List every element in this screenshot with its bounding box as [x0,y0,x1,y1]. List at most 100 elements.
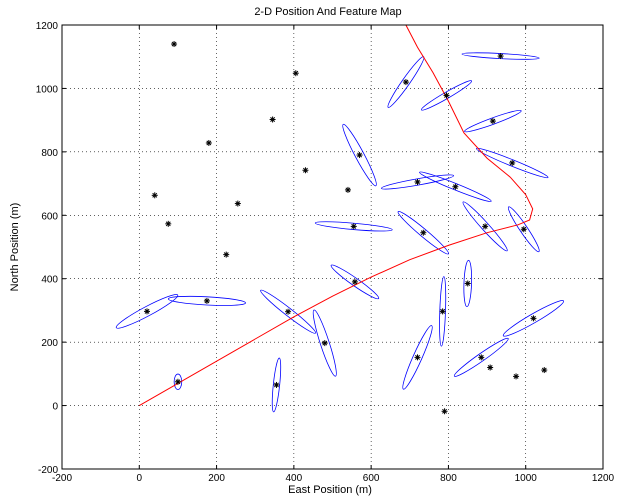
uncertainty-ellipse [397,211,449,255]
grid [62,25,603,469]
feature-marker [482,223,489,230]
y-tick-label: 400 [41,275,58,286]
uncertainty-ellipse [402,325,433,390]
feature-marker-stroke [223,252,229,258]
y-axis-label: North Position (m) [9,203,21,292]
uncertainty-ellipse [260,289,316,334]
x-tick-label: 600 [363,473,380,484]
uncertainty-ellipse [419,171,492,202]
uncertainty-ellipse [420,80,473,111]
feature-marker-stroke [415,179,420,185]
feature-marker-stroke [152,192,158,198]
feature-marker [402,79,409,86]
feature-marker-stroke [465,281,471,286]
feature-marker-stroke [204,298,210,304]
feature-marker-stroke [490,118,496,124]
feature-marker-stroke [403,79,409,85]
uncertainty-ellipse [314,221,393,232]
y-tick-label: 600 [41,211,58,222]
uncertainty-ellipse [463,259,473,308]
feature-marker-stroke [165,221,171,227]
feature-marker-stroke [521,226,527,232]
uncertainty-ellipse [330,264,380,300]
x-tick-label: -200 [52,473,72,484]
feature-marker [487,364,494,371]
feature-marker [464,280,471,287]
feature-marker [269,116,276,123]
feature-marker-stroke [357,152,363,158]
uncertainty-ellipse [502,300,565,337]
feature-marker [414,178,421,185]
feature-marker-stroke [440,308,446,314]
feature-marker-stroke [442,408,448,414]
uncertainty-ellipse [115,294,179,329]
uncertainty-ellipse [342,123,377,187]
x-tick-label: 1000 [515,473,538,484]
ticks: -200 0 200 400 600 800 1000 1200 -200 0 200 400 600 8… [36,21,615,484]
feature-marker-stroke [175,379,181,385]
feature-marker [351,278,358,285]
feature-marker [509,159,516,166]
feature-marker [441,408,448,415]
feature-marker-stroke [351,223,357,229]
feature-marker-stroke [509,160,515,166]
feature-marker-stroke [444,92,449,98]
feature-marker-stroke [420,230,426,236]
feature-marker [452,183,459,190]
feature-marker-stroke [487,365,493,370]
uncertainty-ellipse [464,109,522,133]
uncertainty-ellipse [380,174,455,190]
axes-frame [61,24,604,470]
feature-marker [171,41,178,48]
uncertainty-ellipse [462,201,508,252]
feature-marker [489,118,496,125]
uncertainty-ellipse [271,357,282,413]
feature-marker [292,70,299,77]
x-tick-label: 800 [440,473,457,484]
feature-marker [443,92,450,99]
feature-marker-stroke [513,373,519,379]
vehicle-trajectory [139,24,534,407]
uncertainty-ellipse [173,373,183,390]
feature-marker-stroke [415,354,420,360]
feature-marker [223,251,230,258]
y-tick-label: -200 [38,465,58,476]
feature-marker [174,378,181,385]
uncertainty-ellipse [475,147,549,179]
feature-marker-stroke [541,367,547,373]
feature-marker-stroke [452,184,458,190]
feature-marker-stroke [144,308,150,314]
y-tick-label: 800 [41,148,58,159]
feature-marker [205,139,212,146]
feature-marker [234,200,241,207]
feature-marker [344,186,351,193]
y-tick-label: 1000 [36,84,59,95]
uncertainty-ellipse [167,295,246,306]
feature-marker-stroke [322,340,328,346]
feature-marker [414,354,421,361]
x-tick-label: 400 [286,473,303,484]
feature-marker [273,381,280,388]
feature-marker [151,192,158,199]
feature-marker [420,229,427,236]
uncertainty-ellipse [507,206,540,253]
feature-marker-stroke [530,315,536,321]
chart-title: 2-D Position And Feature Map [254,6,401,18]
feature-marker-stroke [352,279,358,285]
x-tick-label: 1200 [592,473,615,484]
feature-marker-stroke [206,140,212,146]
feature-marker [520,226,527,233]
feature-marker-stroke [293,70,299,76]
feature-marker-stroke [274,382,279,388]
feature-marker [497,53,504,60]
feature-marker [356,152,363,159]
uncertainty-ellipse [453,337,509,377]
feature-marker-stroke [171,41,177,47]
feature-marker [478,354,485,361]
feature-marker-stroke [270,117,276,122]
feature-marker [513,373,520,380]
feature-marker-stroke [235,201,241,207]
feature-marker [165,220,172,227]
y-tick-label: 200 [41,338,58,349]
